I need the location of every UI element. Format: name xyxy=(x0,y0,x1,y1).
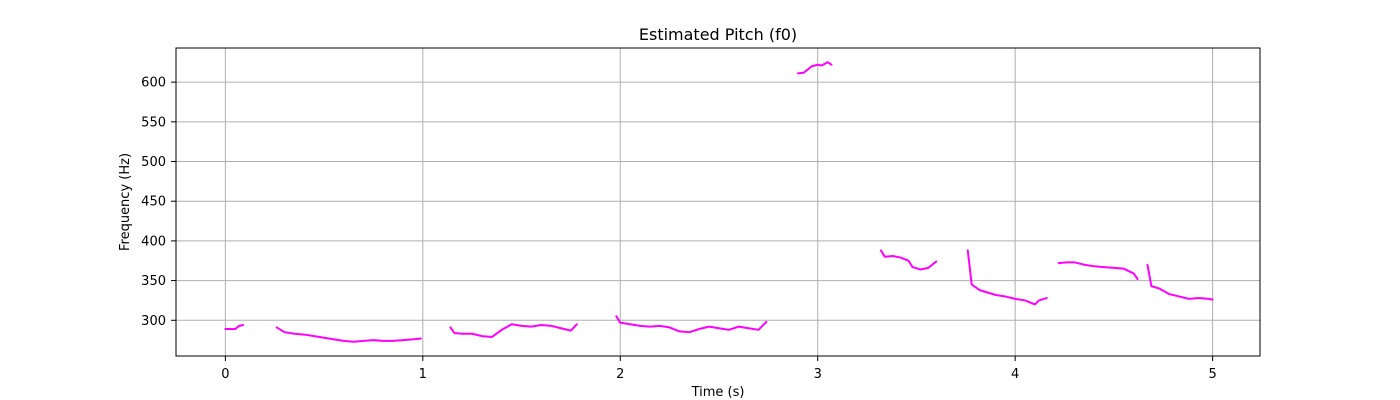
y-tick-label: 500 xyxy=(141,155,166,170)
pitch-segment xyxy=(1146,263,1214,301)
pitch-segment xyxy=(1057,261,1139,280)
x-tick-label: 5 xyxy=(1208,367,1216,382)
x-tick-label: 0 xyxy=(221,367,229,382)
y-tick-label: 300 xyxy=(141,314,166,329)
chart-title: Estimated Pitch (f0) xyxy=(639,25,797,44)
pitch-segment xyxy=(275,326,422,343)
x-axis-title: Time (s) xyxy=(691,385,745,400)
pitch-segment xyxy=(879,249,938,271)
y-axis: 300 350 400 450 500 550 600 xyxy=(141,76,176,329)
y-tick-label: 400 xyxy=(141,234,166,249)
x-tick-label: 2 xyxy=(616,367,624,382)
y-tick-label: 550 xyxy=(141,115,166,130)
y-tick-label: 600 xyxy=(141,76,166,91)
plot-frame xyxy=(175,47,1261,357)
series-layer xyxy=(224,61,1214,343)
y-tick-label: 450 xyxy=(141,195,166,210)
pitch-segment xyxy=(966,249,1048,306)
pitch-segment xyxy=(615,315,768,334)
y-tick-label: 350 xyxy=(141,274,166,289)
y-axis-title: Frequency (Hz) xyxy=(118,153,133,251)
x-tick-label: 4 xyxy=(1011,367,1019,382)
x-tick-label: 3 xyxy=(814,367,822,382)
x-tick-label: 1 xyxy=(419,367,427,382)
pitch-segment xyxy=(449,323,578,338)
pitch-segment xyxy=(224,324,245,331)
pitch-segment xyxy=(796,61,833,75)
grid xyxy=(176,48,1260,356)
x-axis: 0 1 2 3 4 5 xyxy=(221,356,1217,382)
